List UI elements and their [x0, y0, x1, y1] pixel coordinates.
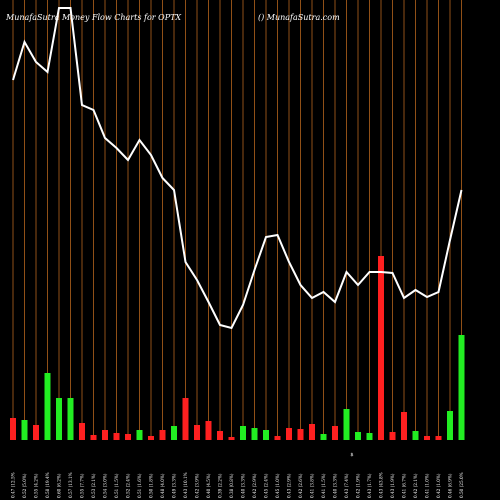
bar	[217, 431, 223, 440]
x-tick-label: 0.38 (0.8%)	[229, 473, 234, 498]
bar	[286, 428, 292, 440]
bar	[125, 434, 131, 440]
bar	[228, 437, 235, 440]
bar	[263, 430, 269, 440]
x-tick-label: 0.40 (3.3%)	[333, 473, 338, 498]
bar	[113, 433, 120, 440]
bar	[194, 425, 200, 440]
x-tick-label: 0.52 (2.4%)	[126, 473, 131, 498]
x-tick-label: 0.46 (6.9%)	[448, 473, 453, 498]
x-tick-label: 0.58 (19.4%	[45, 472, 50, 498]
x-tick-label: 0.42 (2.9%)	[252, 473, 257, 498]
chart-title: MunafaSutra Money Flow Charts for OPTX	[5, 13, 181, 22]
x-tick-label: 0.54 (3.0%)	[103, 473, 108, 498]
x-tick-label: 0.50 (25.0%	[459, 472, 464, 498]
bar	[90, 435, 97, 440]
x-tick-label: 0.43 (2.9%)	[287, 473, 292, 498]
x-tick-label: 0.43 (1.7%)	[367, 473, 372, 498]
annotation: $	[350, 452, 353, 458]
bar	[343, 409, 350, 440]
x-tick-label: 0.47 (12.5%	[11, 472, 16, 498]
bar	[274, 436, 281, 440]
x-tick-label: 0.49 (3.3%)	[172, 473, 177, 498]
x-tick-label: 0.43 (1.9%)	[390, 473, 395, 498]
x-tick-label: 0.55 (7.7%)	[80, 473, 85, 498]
bar	[435, 436, 442, 440]
x-tick-label: 0.43 (10.1%	[183, 472, 188, 498]
x-tick-label: 0.60 (6.2%)	[57, 473, 62, 498]
bar	[378, 256, 384, 440]
bar	[447, 411, 453, 440]
x-tick-label: 0.42 (1.0%)	[436, 473, 441, 498]
bar	[56, 398, 62, 440]
x-tick-label: 0.41 (1.0%)	[425, 473, 430, 498]
bar	[309, 424, 315, 440]
bar	[412, 431, 419, 440]
bar	[33, 425, 39, 440]
x-tick-label: 0.42 (1.9%)	[356, 473, 361, 498]
x-tick-label: 0.45 (2.4%)	[264, 473, 269, 498]
bar	[171, 426, 177, 440]
grid	[12, 0, 462, 440]
price-line	[12, 7, 463, 330]
bar	[79, 423, 85, 440]
bar	[355, 432, 361, 440]
bar	[21, 420, 28, 440]
bar	[424, 436, 430, 440]
x-tick-label: 0.42 (3.9%)	[195, 473, 200, 498]
x-tick-label: 0.57 (13.1%	[68, 472, 73, 498]
bar	[240, 426, 246, 440]
x-tick-label: 0.42 (2.1%)	[413, 473, 418, 498]
x-tick-label: 0.41 (3.8%)	[310, 473, 315, 498]
x-tick-label: 0.41 (6.7%)	[402, 473, 407, 498]
bar	[401, 412, 407, 440]
bar	[67, 398, 74, 440]
x-tick-label: 0.50 (1.8%)	[149, 473, 154, 498]
bar	[332, 426, 338, 440]
x-tick-label: 0.42 (2.6%)	[298, 473, 303, 498]
bar	[182, 398, 189, 440]
x-tick-label: 0.53 (2.1%)	[91, 473, 96, 498]
bar	[205, 421, 212, 440]
x-tick-label: 0.43 (7.4%)	[344, 473, 349, 498]
x-tick-label: 0.52 (5.0%)	[22, 473, 27, 498]
x-tick-label: 0.51 (1.6%)	[137, 473, 142, 498]
bar	[159, 430, 166, 440]
bar	[320, 434, 327, 440]
x-tick-label: 0.40 (3.3%)	[241, 473, 246, 498]
x-tick-label: 0.55 (4.2%)	[34, 473, 39, 498]
bar	[102, 430, 108, 440]
x-tick-label: 0.48 (4.0%)	[160, 473, 165, 498]
bar	[148, 436, 154, 440]
bar	[389, 432, 396, 440]
x-tick-label: 0.41 (1.5%)	[321, 473, 326, 498]
x-tick-label: 0.40 (4.5%)	[206, 473, 211, 498]
bar	[136, 430, 143, 440]
marks	[10, 7, 465, 440]
x-tick-label: 0.45 (1.0%)	[275, 473, 280, 498]
x-tick-label: 0.51 (1.5%)	[114, 473, 119, 498]
bar	[44, 373, 51, 440]
bar	[10, 418, 16, 440]
chart-subtitle: () MunafaSutra.com	[258, 13, 340, 22]
x-tick-label: 0.43 (43.8%	[379, 472, 384, 498]
x-tick-label: 0.39 (2.2%)	[218, 473, 223, 498]
bar	[366, 433, 373, 440]
bar	[297, 429, 304, 440]
bar	[251, 428, 258, 440]
bar	[458, 335, 465, 440]
